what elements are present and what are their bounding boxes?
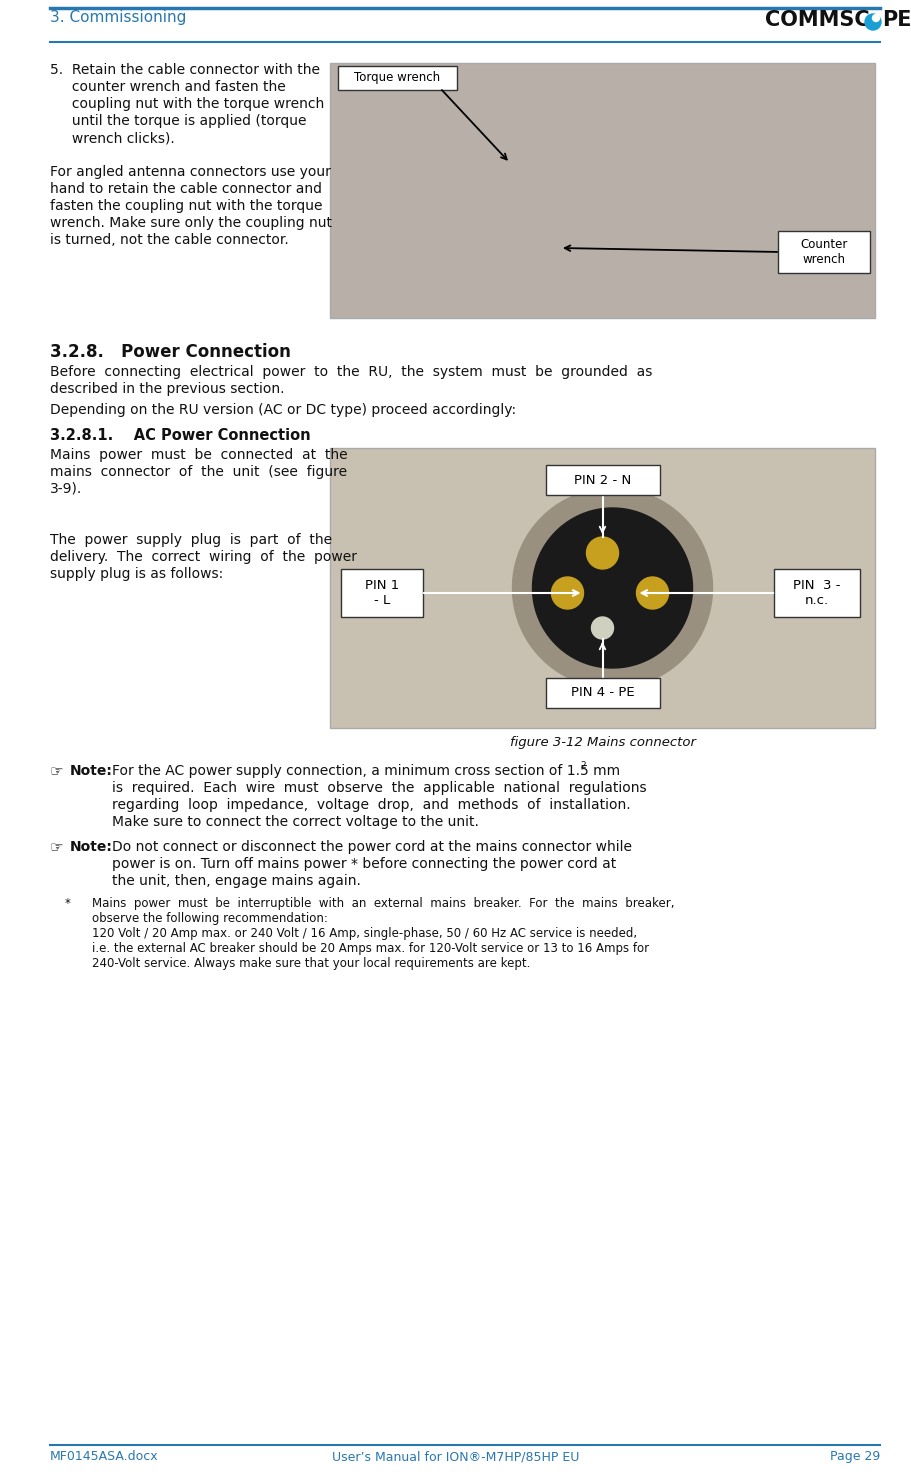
Text: 3. Commissioning: 3. Commissioning (50, 10, 187, 25)
Text: regarding  loop  impedance,  voltage  drop,  and  methods  of  installation.: regarding loop impedance, voltage drop, … (112, 797, 630, 812)
Text: PIN 2 - N: PIN 2 - N (574, 474, 631, 486)
Text: User’s Manual for ION®-M7HP/85HP EU: User’s Manual for ION®-M7HP/85HP EU (332, 1449, 579, 1463)
Text: Do not connect or disconnect the power cord at the mains connector while: Do not connect or disconnect the power c… (112, 840, 632, 854)
Text: fasten the coupling nut with the torque: fasten the coupling nut with the torque (50, 199, 322, 213)
Text: coupling nut with the torque wrench: coupling nut with the torque wrench (50, 96, 324, 111)
Text: *: * (65, 897, 71, 910)
Text: Torque wrench: Torque wrench (354, 71, 441, 84)
Text: wrench clicks).: wrench clicks). (50, 130, 175, 145)
Text: 3.2.8.   Power Connection: 3.2.8. Power Connection (50, 342, 291, 362)
Circle shape (637, 576, 669, 609)
Text: is turned, not the cable connector.: is turned, not the cable connector. (50, 233, 289, 247)
Text: power is on. Turn off mains power * before connecting the power cord at: power is on. Turn off mains power * befo… (112, 857, 616, 871)
Polygon shape (533, 508, 692, 668)
Text: wrench. Make sure only the coupling nut: wrench. Make sure only the coupling nut (50, 216, 332, 230)
Text: 5.  Retain the cable connector with the: 5. Retain the cable connector with the (50, 64, 320, 77)
Text: supply plug is as follows:: supply plug is as follows: (50, 568, 223, 581)
Text: Note:: Note: (70, 765, 113, 778)
Text: PE®: PE® (882, 10, 911, 30)
Text: Depending on the RU version (AC or DC type) proceed accordingly:: Depending on the RU version (AC or DC ty… (50, 403, 517, 416)
Text: until the torque is applied (torque: until the torque is applied (torque (50, 114, 306, 127)
Text: delivery.  The  correct  wiring  of  the  power: delivery. The correct wiring of the powe… (50, 550, 357, 565)
Circle shape (587, 536, 619, 569)
Text: Make sure to connect the correct voltage to the unit.: Make sure to connect the correct voltage… (112, 815, 479, 828)
Circle shape (551, 576, 584, 609)
Text: 3.2.8.1.    AC Power Connection: 3.2.8.1. AC Power Connection (50, 428, 311, 443)
Text: hand to retain the cable connector and: hand to retain the cable connector and (50, 182, 322, 196)
Text: 240-Volt service. Always make sure that your local requirements are kept.: 240-Volt service. Always make sure that … (92, 957, 530, 971)
FancyBboxPatch shape (778, 231, 870, 273)
Text: Note:: Note: (70, 840, 113, 854)
Text: Before  connecting  electrical  power  to  the  RU,  the  system  must  be  grou: Before connecting electrical power to th… (50, 365, 652, 379)
Circle shape (591, 617, 613, 639)
Text: COMMSC: COMMSC (765, 10, 870, 30)
FancyBboxPatch shape (330, 448, 875, 728)
Text: the unit, then, engage mains again.: the unit, then, engage mains again. (112, 874, 361, 888)
Text: ☞: ☞ (50, 840, 64, 855)
Circle shape (873, 15, 879, 22)
Text: mains  connector  of  the  unit  (see  figure: mains connector of the unit (see figure (50, 465, 347, 479)
Text: figure 3-12 Mains connector: figure 3-12 Mains connector (509, 737, 695, 748)
Text: PIN  3 -
n.c.: PIN 3 - n.c. (793, 579, 841, 608)
Text: 3-9).: 3-9). (50, 482, 82, 496)
Text: ☞: ☞ (50, 765, 64, 780)
Text: For angled antenna connectors use your: For angled antenna connectors use your (50, 165, 331, 179)
Text: For the AC power supply connection, a minimum cross section of 1.5 mm: For the AC power supply connection, a mi… (112, 765, 620, 778)
FancyBboxPatch shape (546, 465, 660, 495)
Text: counter wrench and fasten the: counter wrench and fasten the (50, 80, 286, 93)
Text: is  required.  Each  wire  must  observe  the  applicable  national  regulations: is required. Each wire must observe the … (112, 781, 647, 794)
Text: 120 Volt / 20 Amp max. or 240 Volt / 16 Amp, single-phase, 50 / 60 Hz AC service: 120 Volt / 20 Amp max. or 240 Volt / 16 … (92, 928, 637, 940)
FancyBboxPatch shape (338, 67, 457, 90)
Text: PIN 4 - PE: PIN 4 - PE (570, 686, 634, 700)
Text: i.e. the external AC breaker should be 20 Amps max. for 120-Volt service or 13 t: i.e. the external AC breaker should be 2… (92, 943, 650, 954)
Polygon shape (513, 488, 712, 688)
Text: Mains  power  must  be  interruptible  with  an  external  mains  breaker.  For : Mains power must be interruptible with a… (92, 897, 674, 910)
Text: 2: 2 (580, 760, 586, 771)
Text: observe the following recommendation:: observe the following recommendation: (92, 911, 328, 925)
Text: Page 29: Page 29 (830, 1449, 880, 1463)
FancyBboxPatch shape (774, 569, 860, 617)
Text: Mains  power  must  be  connected  at  the: Mains power must be connected at the (50, 448, 348, 462)
FancyBboxPatch shape (330, 64, 875, 319)
Text: MF0145ASA.docx: MF0145ASA.docx (50, 1449, 159, 1463)
Text: The  power  supply  plug  is  part  of  the: The power supply plug is part of the (50, 534, 333, 547)
Text: PIN 1
- L: PIN 1 - L (365, 579, 399, 608)
Text: Counter
wrench: Counter wrench (800, 239, 848, 265)
FancyBboxPatch shape (546, 677, 660, 708)
Circle shape (865, 13, 881, 30)
Text: described in the previous section.: described in the previous section. (50, 382, 284, 396)
FancyBboxPatch shape (341, 569, 423, 617)
